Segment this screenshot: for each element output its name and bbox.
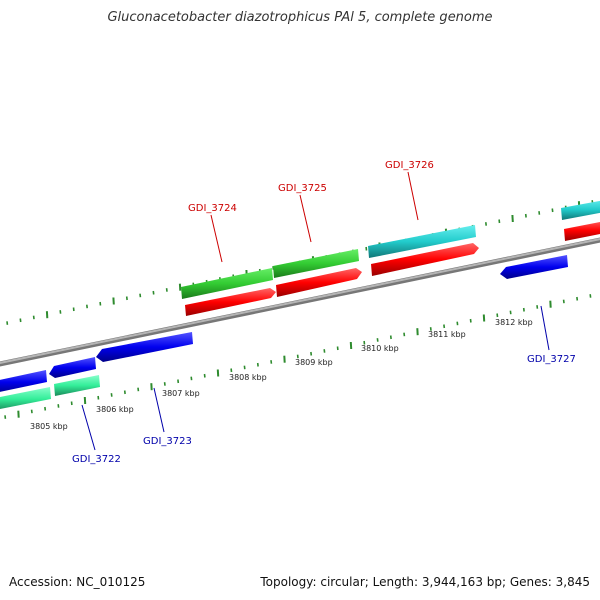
leader-gdi-3722 xyxy=(81,404,96,451)
leader-gdi-3724 xyxy=(210,214,223,263)
gene-label-gdi-3723: GDI_3723 xyxy=(143,436,192,447)
leader-gdi-3723 xyxy=(153,387,165,433)
leader-gdi-3725 xyxy=(299,194,312,243)
leader-gdi-3726 xyxy=(407,171,419,221)
scale-label-3806: 3806 kbp xyxy=(96,405,134,414)
gene-label-gdi-3724: GDI_3724 xyxy=(188,203,237,214)
cds-reverse-2 xyxy=(49,357,96,378)
scale-label-3809: 3809 kbp xyxy=(295,358,333,367)
genome-backbone-highlight xyxy=(0,238,600,364)
cds-reverse-outer-1 xyxy=(0,387,51,410)
cds-gdi-3725-inner xyxy=(276,268,362,297)
cds-reverse-outer-2 xyxy=(54,375,100,396)
scale-label-3810: 3810 kbp xyxy=(361,344,399,353)
cds-reverse-3 xyxy=(96,332,193,362)
gene-label-gdi-3726: GDI_3726 xyxy=(385,160,434,171)
scale-label-3811: 3811 kbp xyxy=(428,330,466,339)
leader-gdi-3727 xyxy=(540,305,550,351)
cds-reverse-1 xyxy=(0,370,47,392)
scale-label-3812: 3812 kbp xyxy=(495,318,533,327)
scale-label-3807: 3807 kbp xyxy=(162,389,200,398)
gene-label-gdi-3722: GDI_3722 xyxy=(72,454,121,465)
cds-gdi-3727-inner xyxy=(500,255,568,279)
map-title: Gluconacetobacter diazotrophicus PAl 5, … xyxy=(107,10,493,25)
genome-summary: Topology: circular; Length: 3,944,163 bp… xyxy=(260,575,590,589)
cds-gdi-3725-outer xyxy=(273,249,359,278)
cds-gdi-3724-inner xyxy=(185,288,276,316)
cds-gdi-3726-inner xyxy=(371,243,479,276)
accession-text: Accession: NC_010125 xyxy=(9,575,146,589)
scale-label-3805: 3805 kbp xyxy=(30,422,68,431)
gene-label-gdi-3725: GDI_3725 xyxy=(278,183,327,194)
cds-right-edge-inner xyxy=(564,221,600,241)
cds-right-edge-outer xyxy=(561,200,600,220)
cds-gdi-3724-outer xyxy=(181,268,273,299)
scale-label-3808: 3808 kbp xyxy=(229,373,267,382)
gene-label-gdi-3727: GDI_3727 xyxy=(527,354,576,365)
cds-gdi-3726-outer xyxy=(368,225,476,258)
